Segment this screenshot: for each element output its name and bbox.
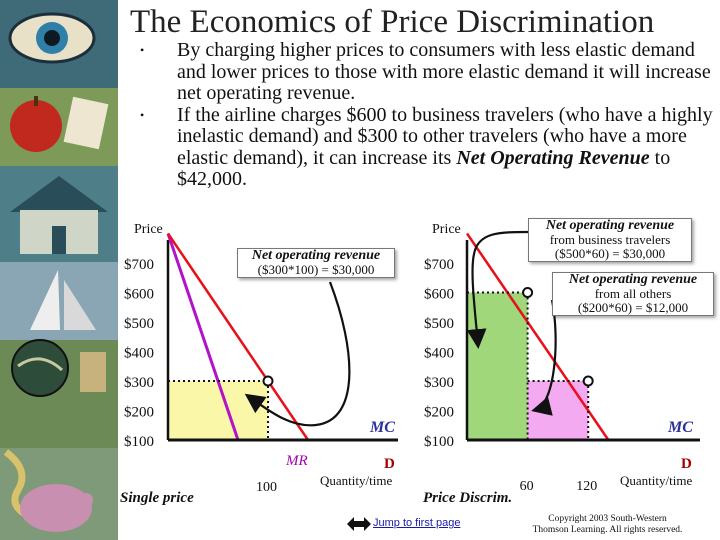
revenue-area xyxy=(168,381,268,440)
x-axis-title: Quantity/time xyxy=(320,473,392,488)
callout-others: Net operating revenue from all others ($… xyxy=(552,272,714,316)
callout-business: Net operating revenue from business trav… xyxy=(528,218,692,262)
y-tick-label: $500 xyxy=(424,316,454,332)
x-tick-label: 120 xyxy=(576,479,597,494)
callout-business-line2: ($500*60) = $30,000 xyxy=(554,246,666,261)
business-price-point xyxy=(522,287,534,298)
x-axis-title: Quantity/time xyxy=(620,473,692,488)
apple-icon xyxy=(0,88,118,168)
bullet-list: • By charging higher prices to consumers… xyxy=(140,39,715,191)
copyright-notice: Copyright 2003 South-Western Thomson Lea… xyxy=(495,514,720,536)
y-tick-label: $700 xyxy=(424,257,454,273)
single-price-chart: $700 $600 $500 $400 $300 $200 $100 Price 100 MC D M… xyxy=(120,222,398,506)
y-axis-title: Price xyxy=(134,222,163,237)
y-tick-label: $300 xyxy=(124,375,154,391)
y-tick-label: $700 xyxy=(124,257,154,273)
jump-to-first-page-label: Jump to first page xyxy=(373,517,461,529)
callout-others-line1: from all others xyxy=(594,286,672,301)
demand-label: D xyxy=(681,456,692,472)
callout-single-body: ($300*100) = $30,000 xyxy=(257,262,375,277)
y-axis-title: Price xyxy=(432,222,461,237)
demand-label: D xyxy=(384,456,395,472)
mc-label: MC xyxy=(667,419,693,436)
single-callout-arrow xyxy=(244,281,351,427)
x-tick-label: 100 xyxy=(256,480,277,495)
chart-caption: Single price xyxy=(120,490,194,506)
demand-curve xyxy=(465,232,610,441)
y-tick-label: $500 xyxy=(124,316,154,332)
price-discrimination-chart: $700 $600 $500 $400 $300 $200 $100 Price 60 120 MC… xyxy=(423,222,700,506)
callout-business-line1: from business travelers xyxy=(549,232,671,247)
callout-single-price: Net operating revenue ($300*100) = $30,0… xyxy=(237,248,395,278)
y-tick-label: $400 xyxy=(424,346,454,362)
decorative-sidebar xyxy=(0,0,118,540)
copyright-line-2: Thomson Learning. All rights reserved. xyxy=(532,525,683,535)
x-tick-label: 60 xyxy=(520,479,534,494)
bullet-dot: • xyxy=(140,107,145,122)
business-callout-arrow xyxy=(466,230,529,349)
y-tick-label: $100 xyxy=(124,434,154,450)
equilibrium-point xyxy=(262,375,274,387)
callout-business-head: Net operating revenue xyxy=(545,218,675,233)
callout-others-head: Net operating revenue xyxy=(568,272,698,287)
y-tick-label: $200 xyxy=(124,405,154,421)
eye-icon xyxy=(8,12,96,64)
globe-icon xyxy=(0,339,118,450)
y-tick-label: $600 xyxy=(124,287,154,303)
double-arrow-icon xyxy=(347,517,371,531)
slide-title: The Economics of Price Discrimination xyxy=(130,4,655,40)
callout-single-head: Net operating revenue xyxy=(251,248,381,263)
bullet-text-2: If the airline charges $600 to business … xyxy=(177,103,713,169)
bullet-dot: • xyxy=(140,43,145,57)
callout-others-line2: ($200*60) = $12,000 xyxy=(577,300,689,315)
y-tick-label: $100 xyxy=(424,434,454,450)
bullet-emphasis: Net Operating Revenue xyxy=(456,146,650,169)
bullet-item-2: • If the airline charges $600 to busines… xyxy=(140,103,715,191)
y-tick-label: $600 xyxy=(424,287,454,303)
others-price-point xyxy=(582,375,594,387)
mr-curve xyxy=(166,233,240,441)
mr-label: MR xyxy=(285,453,308,469)
jump-to-first-page-link[interactable]: Jump to first page xyxy=(347,514,482,534)
house-icon xyxy=(0,166,118,262)
bullet-item-1: • By charging higher prices to consumers… xyxy=(140,39,715,105)
y-tick-label: $400 xyxy=(124,346,154,362)
demand-curve xyxy=(166,232,310,441)
y-tick-label: $300 xyxy=(424,375,454,391)
mc-label: MC xyxy=(369,419,395,436)
y-tick-label: $200 xyxy=(424,405,454,421)
bullet-text-1: By charging higher prices to consumers w… xyxy=(177,39,711,104)
business-revenue-area xyxy=(467,292,528,440)
sailboat-icon xyxy=(0,262,118,342)
bullet-tail: to $42,000. xyxy=(177,146,671,190)
chart-caption: Price Discrim. xyxy=(423,490,512,506)
snake-icon xyxy=(0,448,118,540)
copyright-line-1: Copyright 2003 South-Western xyxy=(548,514,667,524)
